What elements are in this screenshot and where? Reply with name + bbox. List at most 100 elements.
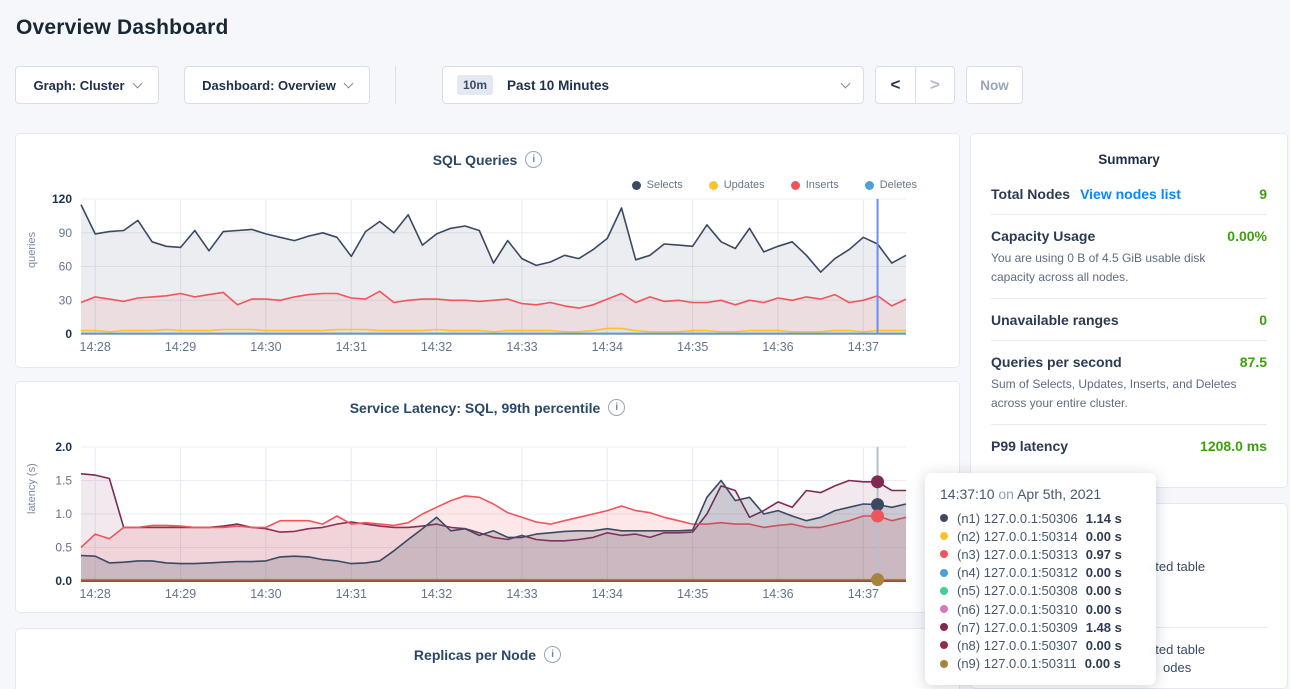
- series-dot-icon: [940, 605, 948, 613]
- svg-text:1.5: 1.5: [55, 474, 72, 488]
- svg-text:14:37: 14:37: [848, 587, 879, 601]
- page-title: Overview Dashboard: [0, 0, 1290, 40]
- series-dot-icon: [940, 623, 948, 631]
- svg-text:14:32: 14:32: [421, 587, 452, 601]
- svg-text:1.0: 1.0: [55, 507, 72, 521]
- tooltip-row: (n3) 127.0.0.1:503130.97 s: [940, 545, 1141, 563]
- svg-text:14:28: 14:28: [80, 340, 111, 354]
- series-dot-icon: [940, 660, 948, 668]
- service-latency-card: Service Latency: SQL, 99th percentile i …: [15, 381, 960, 613]
- event-item-fragment: ated table: [1148, 642, 1205, 657]
- capacity-usage-desc: You are using 0 B of 4.5 GiB usable disk…: [991, 249, 1241, 286]
- time-range-label: Past 10 Minutes: [507, 78, 842, 93]
- summary-unavailable-row: Unavailable ranges 0: [991, 299, 1267, 341]
- tooltip-row: (n4) 127.0.0.1:503120.00 s: [940, 564, 1141, 582]
- svg-text:0.0: 0.0: [55, 574, 72, 588]
- graph-dropdown-label: Graph: Cluster: [33, 78, 124, 93]
- svg-text:14:29: 14:29: [165, 587, 196, 601]
- sql-queries-chart[interactable]: 030609012014:2814:2914:3014:3114:3214:33…: [16, 186, 961, 364]
- capacity-usage-value: 0.00%: [1227, 228, 1267, 244]
- tooltip-row: (n9) 127.0.0.1:503110.00 s: [940, 655, 1141, 673]
- service-latency-title: Service Latency: SQL, 99th percentile: [350, 400, 601, 416]
- time-shift-group: < >: [875, 66, 955, 104]
- summary-capacity-row: Capacity Usage 0.00% You are using 0 B o…: [991, 215, 1267, 299]
- svg-text:14:35: 14:35: [677, 340, 708, 354]
- summary-qps-row: Queries per second 87.5 Sum of Selects, …: [991, 341, 1267, 425]
- svg-text:14:30: 14:30: [250, 340, 281, 354]
- now-button[interactable]: Now: [966, 66, 1023, 104]
- series-dot-icon: [940, 532, 948, 540]
- svg-text:14:33: 14:33: [506, 340, 537, 354]
- svg-text:14:31: 14:31: [336, 340, 367, 354]
- replicas-per-node-title: Replicas per Node: [414, 647, 536, 663]
- dashboard-dropdown[interactable]: Dashboard: Overview: [184, 66, 370, 104]
- svg-text:14:28: 14:28: [80, 587, 111, 601]
- svg-text:0.5: 0.5: [55, 541, 72, 555]
- chevron-down-icon: [132, 78, 142, 88]
- sql-queries-card: SQL Queries i SelectsUpdatesInsertsDelet…: [15, 133, 960, 368]
- series-dot-icon: [940, 587, 948, 595]
- svg-text:14:33: 14:33: [506, 587, 537, 601]
- svg-text:0: 0: [65, 327, 72, 341]
- summary-total-nodes-row: Total Nodes View nodes list 9: [991, 173, 1267, 215]
- chart-hover-tooltip: 14:37:10 on Apr 5th, 2021 (n1) 127.0.0.1…: [925, 473, 1156, 685]
- time-forward-button[interactable]: >: [915, 67, 954, 103]
- chevron-down-icon: [343, 78, 353, 88]
- svg-text:90: 90: [59, 226, 73, 240]
- sql-queries-title: SQL Queries: [433, 152, 518, 168]
- capacity-usage-label: Capacity Usage: [991, 228, 1095, 244]
- dashboard-dropdown-label: Dashboard: Overview: [202, 78, 336, 93]
- tooltip-row: (n2) 127.0.0.1:503140.00 s: [940, 527, 1141, 545]
- tooltip-row: (n7) 127.0.0.1:503091.48 s: [940, 618, 1141, 636]
- tooltip-timestamp: 14:37:10 on Apr 5th, 2021: [940, 486, 1141, 502]
- svg-text:14:36: 14:36: [762, 340, 793, 354]
- time-range-badge: 10m: [457, 75, 493, 95]
- unavailable-ranges-value: 0: [1259, 312, 1267, 328]
- tooltip-row: (n8) 127.0.0.1:503070.00 s: [940, 636, 1141, 654]
- controls-bar: Graph: Cluster Dashboard: Overview 10m P…: [15, 66, 1290, 104]
- service-latency-chart[interactable]: 0.00.51.01.52.014:2814:2914:3014:3114:32…: [16, 434, 961, 609]
- divider: [1152, 627, 1268, 628]
- time-range-selector[interactable]: 10m Past 10 Minutes: [442, 66, 864, 104]
- p99-latency-value: 1208.0 ms: [1200, 438, 1267, 454]
- page: Overview Dashboard Graph: Cluster Dashbo…: [0, 0, 1290, 104]
- svg-text:30: 30: [59, 293, 73, 307]
- svg-text:14:36: 14:36: [762, 587, 793, 601]
- svg-text:14:30: 14:30: [250, 587, 281, 601]
- tooltip-row: (n5) 127.0.0.1:503080.00 s: [940, 582, 1141, 600]
- info-icon[interactable]: i: [544, 646, 561, 663]
- divider: [395, 66, 396, 104]
- svg-text:14:34: 14:34: [592, 340, 623, 354]
- svg-text:14:34: 14:34: [592, 587, 623, 601]
- svg-text:14:35: 14:35: [677, 587, 708, 601]
- series-dot-icon: [940, 569, 948, 577]
- replicas-per-node-card: Replicas per Node i: [15, 628, 960, 689]
- graph-dropdown[interactable]: Graph: Cluster: [15, 66, 159, 104]
- chevron-down-icon: [841, 78, 851, 88]
- svg-text:14:29: 14:29: [165, 340, 196, 354]
- svg-text:14:32: 14:32: [421, 340, 452, 354]
- total-nodes-value: 9: [1259, 186, 1267, 202]
- svg-text:2.0: 2.0: [55, 440, 72, 454]
- total-nodes-label: Total Nodes: [991, 186, 1070, 202]
- view-nodes-list-link[interactable]: View nodes list: [1080, 186, 1181, 202]
- qps-desc: Sum of Selects, Updates, Inserts, and De…: [991, 375, 1241, 412]
- time-back-button[interactable]: <: [876, 67, 915, 103]
- summary-p99-row: P99 latency 1208.0 ms: [991, 425, 1267, 466]
- summary-title: Summary: [971, 134, 1287, 173]
- qps-label: Queries per second: [991, 354, 1122, 370]
- tooltip-rows: (n1) 127.0.0.1:503061.14 s(n2) 127.0.0.1…: [940, 509, 1141, 673]
- series-dot-icon: [940, 514, 948, 522]
- svg-text:60: 60: [59, 260, 73, 274]
- event-item-fragment: odes: [1163, 660, 1191, 675]
- event-item-fragment: ated table: [1148, 559, 1205, 574]
- summary-panel: Summary Total Nodes View nodes list 9 Ca…: [970, 133, 1288, 488]
- info-icon[interactable]: i: [608, 399, 625, 416]
- qps-value: 87.5: [1240, 354, 1267, 370]
- unavailable-ranges-label: Unavailable ranges: [991, 312, 1119, 328]
- info-icon[interactable]: i: [525, 151, 542, 168]
- svg-text:14:37: 14:37: [848, 340, 879, 354]
- series-dot-icon: [940, 550, 948, 558]
- tooltip-row: (n6) 127.0.0.1:503100.00 s: [940, 600, 1141, 618]
- series-dot-icon: [940, 641, 948, 649]
